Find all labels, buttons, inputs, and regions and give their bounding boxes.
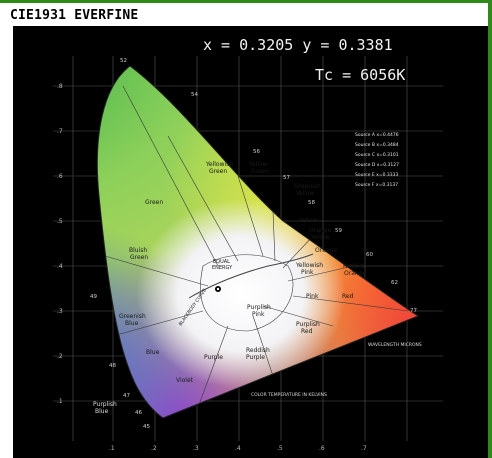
- y-tick-label: .5: [57, 218, 63, 225]
- wavelength-label: 62: [391, 280, 398, 286]
- x-tick-label: .3: [193, 445, 199, 452]
- region-label-orange-yellow-1: Orange: [309, 227, 331, 234]
- wavelength-label: 77: [410, 308, 417, 314]
- y-tick-label: .4: [57, 263, 63, 270]
- region-label-red: Red: [342, 293, 354, 300]
- source-e: Source E x=0.3333: [355, 172, 398, 178]
- region-label-orange: Orange: [315, 247, 337, 254]
- blackbody-curve: [188, 253, 314, 299]
- region-label-yellowish-pink-2: Pink: [301, 269, 314, 276]
- y-tick-label: .1: [57, 398, 63, 405]
- region-label-bluish-green-2: Green: [130, 254, 148, 261]
- region-label-green: Green: [145, 199, 163, 206]
- region-label-pink: Pink: [306, 293, 319, 300]
- window-right-border: [488, 0, 492, 458]
- region-label-greenish-blue-2: Blue: [125, 320, 139, 327]
- wavelength-label: 60: [366, 252, 373, 258]
- region-label-purplish-pink-1: Purplish: [247, 304, 271, 311]
- region-label-yellowish-green-1: Yellowish: [205, 161, 233, 168]
- wavelength-label: 54: [191, 92, 198, 98]
- region-label-yellowish-green-2: Green: [209, 168, 227, 175]
- sources-box: Source A x=0.4476 Source B x=0.3484 Sour…: [355, 132, 399, 188]
- measured-point-marker: [215, 286, 221, 292]
- wavelength-label: 46: [135, 410, 142, 416]
- region-label-yellow: Yellow: [298, 217, 318, 224]
- app-title: CIE1931 EVERFINE: [6, 7, 144, 24]
- region-label-greenish-blue-1: Greenish: [119, 313, 146, 320]
- cct-readout: Tc = 6056K: [315, 66, 406, 84]
- region-label-purplish-blue-2: Blue: [95, 408, 109, 415]
- region-label-purplish-blue-1: Purplish: [93, 401, 117, 408]
- region-label-reddish-orange-2: Orange: [344, 270, 366, 277]
- wavelength-label: 52: [120, 58, 127, 64]
- y-tick-label: .8: [57, 83, 63, 90]
- wavelength-label: 45: [143, 424, 150, 430]
- region-label-bluish-green-1: Bluish: [129, 247, 147, 254]
- source-c: Source C x=0.3101: [355, 152, 399, 158]
- region-label-orange-yellow-2: Yellow: [310, 234, 330, 241]
- y-tick-label: .7: [57, 128, 63, 135]
- region-label-purple: Purple: [204, 354, 223, 361]
- region-label-yellowish-pink-1: Yellowish: [295, 262, 323, 269]
- region-label-reddish-purple-2: Purple: [246, 354, 265, 361]
- wavelength-label: 47: [123, 393, 130, 399]
- x-tick-label: .7: [361, 445, 367, 452]
- region-label-energy: ENERGY: [212, 265, 233, 271]
- source-d: Source D x=0.3127: [355, 162, 399, 168]
- x-tick-label: .1: [109, 445, 115, 452]
- region-label-purplish-red-2: Red: [301, 328, 313, 335]
- region-label-yellow-green-2: Green: [251, 168, 269, 175]
- x-tick-label: .4: [235, 445, 241, 452]
- y-tick-label: .6: [57, 173, 63, 180]
- cie-diagram[interactable]: Green Yellowish Green Yellow Green Green…: [13, 26, 488, 458]
- region-label-greenish-yellow-2: Yellow: [295, 190, 315, 197]
- source-f: Source F x=0.3137: [355, 182, 398, 188]
- x-tick-label: .2: [151, 445, 157, 452]
- window-top-border: [0, 0, 492, 3]
- wavelength-label: 56: [253, 149, 260, 155]
- y-tick-label: .3: [57, 308, 63, 315]
- x-tick-label: .6: [319, 445, 325, 452]
- source-b: Source B x=0.3484: [355, 142, 399, 148]
- region-label-reddish-orange-1: Reddish: [343, 263, 367, 270]
- wavelength-label: 58: [308, 200, 315, 206]
- region-label-purplish-red-1: Purplish: [296, 321, 320, 328]
- wavelength-label: 59: [335, 228, 342, 234]
- region-label-greenish-yellow-1: Greenish: [294, 183, 321, 190]
- y-tick-label: .2: [57, 353, 63, 360]
- region-label-violet: Violet: [176, 377, 194, 384]
- wavelength-label: 57: [283, 175, 290, 181]
- region-label-reddish-purple-1: Reddish: [246, 347, 270, 354]
- cct-note: COLOR TEMPERATURE IN KELVINS: [251, 392, 327, 398]
- region-label-yellow-green-1: Yellow: [248, 161, 268, 168]
- x-tick-label: .5: [277, 445, 283, 452]
- source-a: Source A x=0.4476: [355, 132, 399, 138]
- chromaticity-readout: x = 0.3205 y = 0.3381: [203, 36, 393, 54]
- spectral-locus: [96, 65, 420, 419]
- region-label-blue: Blue: [146, 349, 160, 356]
- region-label-purplish-pink-2: Pink: [252, 311, 265, 318]
- region-label-equal-energy: EQUAL: [213, 259, 230, 265]
- wavelength-label: 48: [109, 363, 116, 369]
- wavelength-note: WAVELENGTH MICRONS: [368, 342, 422, 348]
- wavelength-label: 49: [90, 294, 97, 300]
